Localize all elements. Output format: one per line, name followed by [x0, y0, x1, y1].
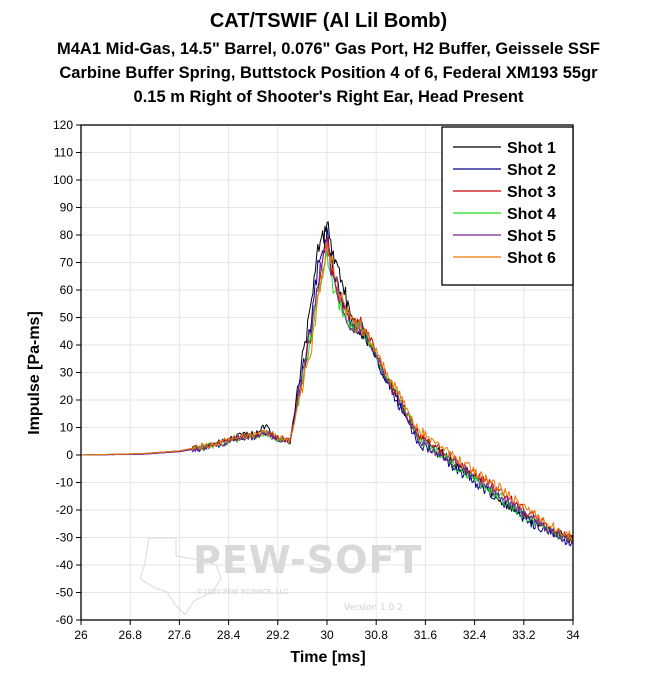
- y-tick-label: 60: [60, 283, 74, 297]
- legend-label: Shot 4: [507, 206, 556, 223]
- y-tick-label: -20: [56, 503, 74, 517]
- y-tick-label: 30: [60, 366, 74, 380]
- legend-box: [441, 126, 574, 286]
- y-tick-label: 80: [60, 228, 74, 242]
- y-tick-label: 50: [60, 311, 74, 325]
- x-tick-label: 30: [320, 628, 334, 642]
- x-tick-label: 34: [566, 628, 580, 642]
- watermark-trademark: TM: [387, 547, 398, 555]
- legend-label: Shot 3: [507, 184, 556, 201]
- x-tick-label: 26: [74, 628, 88, 642]
- watermark-brand: PEW-SOFT: [193, 538, 422, 582]
- watermark-copyright: ©2020 PEW SCIENCE, LLC: [196, 588, 288, 596]
- y-tick-label: 70: [60, 256, 74, 270]
- y-axis-title: Impulse [Pa-ms]: [26, 311, 43, 435]
- x-axis-ticks: 26 26.8 27.6 28.4 29.2 30 30.8 31.6 32.4 33.2 34: [74, 620, 580, 642]
- y-tick-label: 90: [60, 201, 74, 215]
- x-tick-label: 29.2: [266, 628, 290, 642]
- legend: Shot 1 Shot 2 Shot 3 Shot 4 Shot 5 Shot 6: [441, 126, 574, 286]
- x-tick-label: 28.4: [217, 628, 241, 642]
- y-axis-ticks: 1201101009080706050403020100-10-20-30-40…: [53, 118, 81, 627]
- x-tick-label: 32.4: [463, 628, 487, 642]
- y-tick-label: -60: [56, 613, 74, 627]
- y-tick-label: -30: [56, 531, 74, 545]
- x-tick-label: 27.6: [168, 628, 192, 642]
- y-tick-label: -50: [56, 586, 74, 600]
- x-axis-title: Time [ms]: [290, 649, 365, 666]
- chart-subtitle-line-2: Carbine Buffer Spring, Buttstock Positio…: [59, 64, 598, 82]
- legend-label: Shot 2: [507, 162, 556, 179]
- watermark-version: Version 1.0.2: [344, 603, 403, 613]
- y-tick-label: 40: [60, 338, 74, 352]
- y-tick-label: 120: [53, 118, 73, 132]
- legend-label: Shot 5: [507, 228, 556, 245]
- series-line-shot-6: [81, 241, 574, 541]
- chart-subtitle-line-3: 0.15 m Right of Shooter's Right Ear, Hea…: [133, 88, 524, 106]
- x-tick-label: 26.8: [119, 628, 143, 642]
- y-tick-label: -40: [56, 558, 74, 572]
- x-tick-label: 30.8: [365, 628, 389, 642]
- texas-outline-icon: [139, 537, 222, 616]
- chart-title: CAT/TSWIF (Al Lil Bomb): [209, 10, 448, 32]
- series-lines: [81, 221, 574, 547]
- x-tick-label: 31.6: [414, 628, 438, 642]
- y-tick-label: 10: [60, 421, 74, 435]
- y-tick-label: 0: [66, 448, 73, 462]
- y-tick-label: 110: [54, 146, 73, 160]
- x-tick-label: 33.2: [512, 628, 536, 642]
- chart-subtitle-line-1: M4A1 Mid-Gas, 14.5" Barrel, 0.076" Gas P…: [57, 40, 600, 58]
- legend-label: Shot 6: [507, 250, 556, 267]
- y-tick-label: 20: [60, 393, 74, 407]
- y-tick-label: -10: [56, 476, 74, 490]
- legend-label: Shot 1: [507, 140, 556, 157]
- y-tick-label: 100: [53, 173, 73, 187]
- pew-soft-watermark: PEW-SOFT TM ©2020 PEW SCIENCE, LLC Versi…: [139, 537, 422, 616]
